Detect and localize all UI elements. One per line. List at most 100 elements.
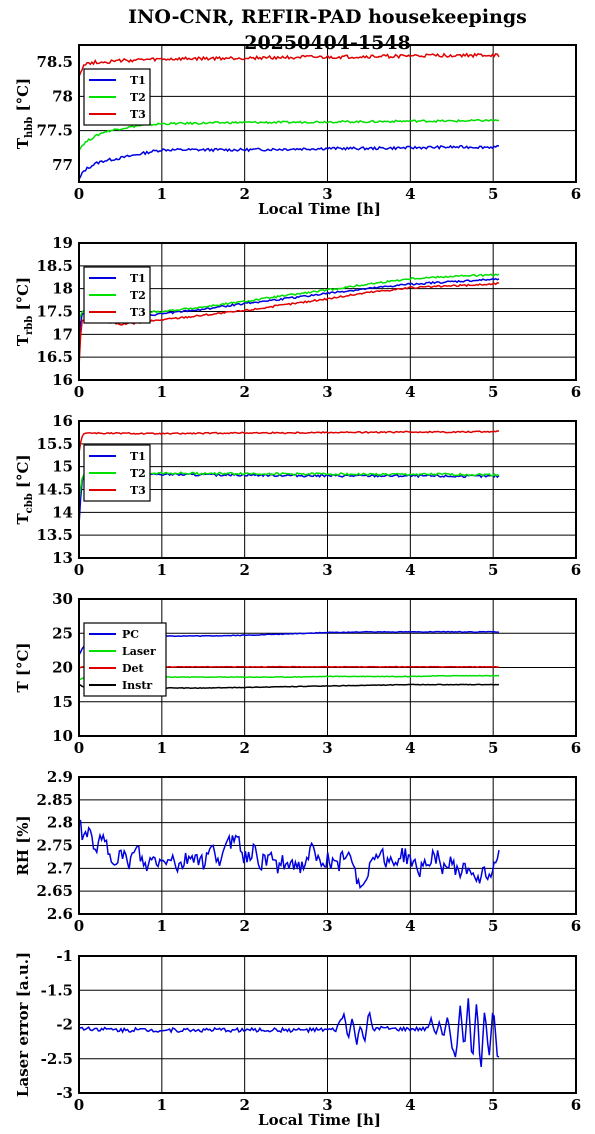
y-axis-label: RH [%] [14,815,32,875]
y-tick-label: 14 [52,503,73,521]
x-tick-label: 5 [488,739,498,757]
legend-label: T1 [130,450,146,463]
x-tick-label: 5 [488,1096,498,1114]
series-line-value [78,819,500,890]
y-axis-label: Tcbb [°C] [14,454,35,524]
y-tick-label: 2.7 [47,859,73,877]
y-tick-label: 16 [52,412,73,430]
x-tick-label: 2 [239,739,249,757]
x-tick-label: 4 [405,185,415,203]
legend-label: T1 [130,272,146,285]
series-line-t3 [78,52,500,77]
y-tick-label: 15.5 [36,435,73,453]
x-tick-label: 5 [488,383,498,401]
chart-panel-3: 0 1 2 3 4 5 6 13 13.5 14 14.5 15 15.5 16 Tcbb [°C] T1 T2… [14,412,581,579]
y-tick-label: 78.5 [36,53,73,71]
y-tick-label: 20 [52,659,73,677]
y-tick-label: 15 [52,458,73,476]
x-tick-label: 1 [157,739,167,757]
y-tick-label: 77 [52,156,73,174]
y-axis-label-main: T [14,137,32,149]
x-tick-label: 1 [157,917,167,935]
y-tick-label: 14.5 [36,481,73,499]
x-tick-label: 1 [157,561,167,579]
plot-frame [78,955,577,1094]
x-tick-label: 3 [322,917,332,935]
plot-frame [78,44,577,183]
x-tick-label: 5 [488,561,498,579]
y-axis-label-main: T [14,513,32,525]
legend: PC Laser Det Instr [83,622,167,697]
y-tick-label: 2.6 [47,905,73,923]
series-line-value [78,998,500,1068]
x-tick-label: 0 [74,383,84,401]
x-tick-label: 0 [74,917,84,935]
legend-label: Instr [122,679,152,692]
chart-panel-2: 0 1 2 3 4 5 6 16 16.5 17 17.5 18 18.5 19 Trbb [°C] T1 T2… [14,234,581,401]
x-tick-label: 3 [322,1096,332,1114]
y-axis-label-unit: [°C] [14,78,32,117]
y-tick-label: 17 [52,325,73,343]
legend-label: T1 [130,74,146,87]
y-axis-label-main: Laser error [a.u.] [14,952,32,1097]
y-tick-label: -1 [56,947,73,965]
legend: T1 T2 T3 [83,266,151,324]
x-tick-label: 4 [405,561,415,579]
y-tick-label: -3 [56,1084,73,1102]
y-axis-label-subscript: cbb [24,493,35,513]
x-tick-label: 6 [571,185,581,203]
legend: T1 T2 T3 [83,68,151,126]
x-tick-label: 2 [239,185,249,203]
y-axis-label-unit: [°C] [14,277,32,316]
y-tick-label: -2.5 [41,1050,73,1068]
y-axis-label: Trbb [°C] [14,277,35,346]
chart-panel-1: 0 1 2 3 4 5 6 77 77.5 78 78.5 Local Time [h] Thbb [°… [14,44,581,218]
x-tick-label: 0 [74,561,84,579]
x-tick-label: 1 [157,185,167,203]
y-tick-label: 25 [52,624,73,642]
title-line-2: 20250404-1548 [244,32,411,54]
legend-label: T2 [130,467,146,480]
y-tick-label: 2.85 [36,791,73,809]
y-tick-label: 2.9 [47,768,73,786]
x-tick-label: 6 [571,917,581,935]
x-tick-label: 6 [571,561,581,579]
chart-panel-5: 0 1 2 3 4 5 6 2.6 2.65 2.7 2.75 2.8 2.85 2.9 RH [%] [14,768,581,935]
y-axis-label: T [°C] [14,642,32,692]
plot-frame [78,242,577,381]
legend-label: Laser [122,645,156,658]
y-tick-label: 17.5 [36,303,73,321]
legend-box [83,622,167,697]
chart-panel-6: 0 1 2 3 4 5 6 -3 -2.5 -2 -1.5 -1 Local Time [h] Laser… [14,947,581,1129]
y-tick-label: 18 [52,280,73,298]
y-tick-label: -2 [56,1016,73,1034]
y-tick-label: 2.65 [36,882,73,900]
y-axis-label-main: RH [%] [14,815,32,875]
y-axis-label-subscript: hbb [24,117,35,138]
x-axis-label: Local Time [h] [258,1111,381,1129]
x-tick-label: 0 [74,185,84,203]
x-tick-label: 5 [488,185,498,203]
y-tick-label: 10 [52,727,73,745]
x-tick-label: 6 [571,1096,581,1114]
x-tick-label: 3 [322,739,332,757]
plot-frame [78,776,577,915]
y-axis-label: Thbb [°C] [14,78,35,149]
x-tick-label: 0 [74,739,84,757]
x-tick-label: 2 [239,917,249,935]
y-tick-label: 30 [52,590,73,608]
x-tick-label: 4 [405,739,415,757]
y-tick-label: -1.5 [41,981,73,999]
x-tick-label: 6 [571,383,581,401]
x-tick-label: 6 [571,739,581,757]
y-axis-label-unit: [°C] [14,454,32,493]
y-tick-label: 16.5 [36,348,73,366]
legend-label: T3 [130,108,146,121]
legend-label: PC [122,628,139,641]
y-tick-label: 77.5 [36,122,73,140]
x-tick-label: 2 [239,383,249,401]
x-tick-label: 4 [405,383,415,401]
y-tick-label: 78 [52,87,73,105]
y-tick-label: 15 [52,693,73,711]
y-tick-label: 2.8 [47,814,73,832]
